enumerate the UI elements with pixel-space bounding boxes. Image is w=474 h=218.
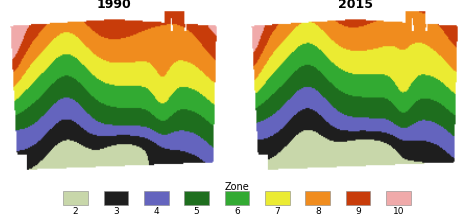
Text: 5: 5 <box>194 207 200 216</box>
Text: 3: 3 <box>113 207 118 216</box>
Text: 9: 9 <box>356 207 361 216</box>
FancyBboxPatch shape <box>225 191 249 205</box>
Text: 7: 7 <box>274 207 280 216</box>
FancyBboxPatch shape <box>103 191 128 205</box>
Text: 6: 6 <box>234 207 240 216</box>
Text: 2: 2 <box>73 207 78 216</box>
FancyBboxPatch shape <box>144 191 169 205</box>
FancyBboxPatch shape <box>346 191 371 205</box>
Title: 2015: 2015 <box>338 0 373 11</box>
FancyBboxPatch shape <box>265 191 290 205</box>
FancyBboxPatch shape <box>184 191 209 205</box>
Text: Zone: Zone <box>225 182 249 192</box>
Title: 1990: 1990 <box>96 0 131 11</box>
Text: 8: 8 <box>315 207 320 216</box>
Text: 10: 10 <box>393 207 404 216</box>
Text: 4: 4 <box>154 207 159 216</box>
FancyBboxPatch shape <box>386 191 411 205</box>
FancyBboxPatch shape <box>305 191 330 205</box>
FancyBboxPatch shape <box>63 191 88 205</box>
